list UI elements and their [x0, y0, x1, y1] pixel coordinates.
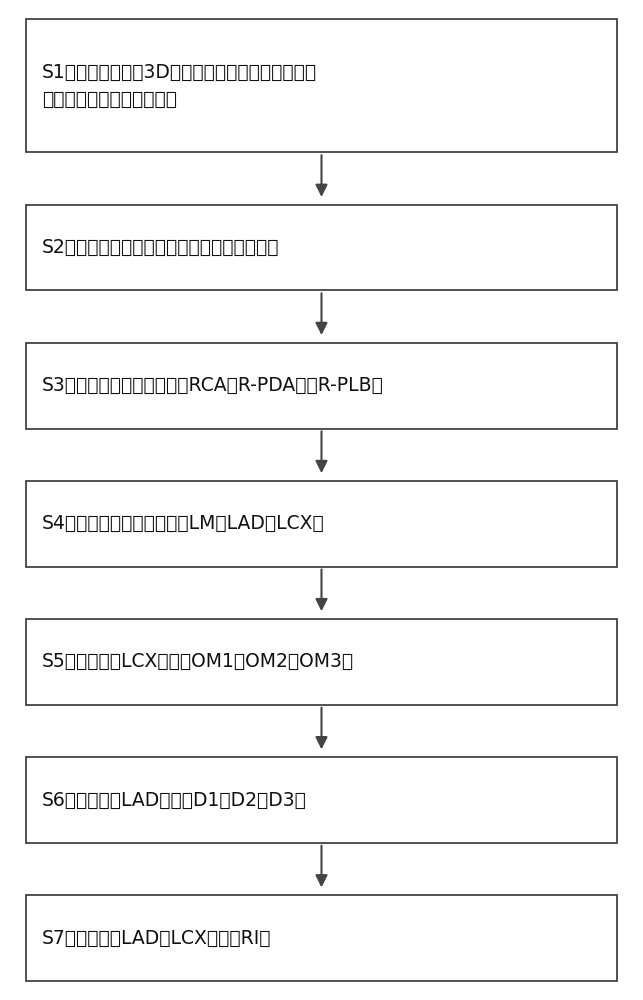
FancyBboxPatch shape [26, 19, 617, 152]
Text: S2、从心脏冠脉血管中识别左冠脉及右冠脉；: S2、从心脏冠脉血管中识别左冠脉及右冠脉； [42, 238, 279, 257]
FancyBboxPatch shape [26, 343, 617, 429]
FancyBboxPatch shape [26, 205, 617, 290]
Text: S3、从识别的右冠脉中识别RCA、R-PDA以及R-PLB；: S3、从识别的右冠脉中识别RCA、R-PDA以及R-PLB； [42, 376, 384, 395]
FancyBboxPatch shape [26, 895, 617, 981]
Text: S6、从识别的LAD中识别D1、D2及D3；: S6、从识别的LAD中识别D1、D2及D3； [42, 790, 307, 809]
FancyBboxPatch shape [26, 757, 617, 843]
FancyBboxPatch shape [26, 619, 617, 705]
Text: S1、提取心脏冠脉3D图像的血管中心线，定义血管
中心线中各点的三维坐标；: S1、提取心脏冠脉3D图像的血管中心线，定义血管 中心线中各点的三维坐标； [42, 63, 317, 108]
FancyBboxPatch shape [26, 481, 617, 567]
Text: S4、从识别的左冠脉中识别LM、LAD及LCX；: S4、从识别的左冠脉中识别LM、LAD及LCX； [42, 514, 325, 533]
Text: S5、从识别的LCX中识别OM1、OM2及OM3；: S5、从识别的LCX中识别OM1、OM2及OM3； [42, 652, 354, 671]
Text: S7、从识别的LAD及LCX中识别RI。: S7、从识别的LAD及LCX中识别RI。 [42, 929, 271, 948]
